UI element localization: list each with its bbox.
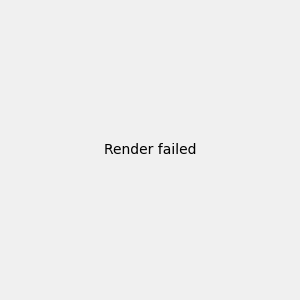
Text: Render failed: Render failed bbox=[104, 143, 196, 157]
